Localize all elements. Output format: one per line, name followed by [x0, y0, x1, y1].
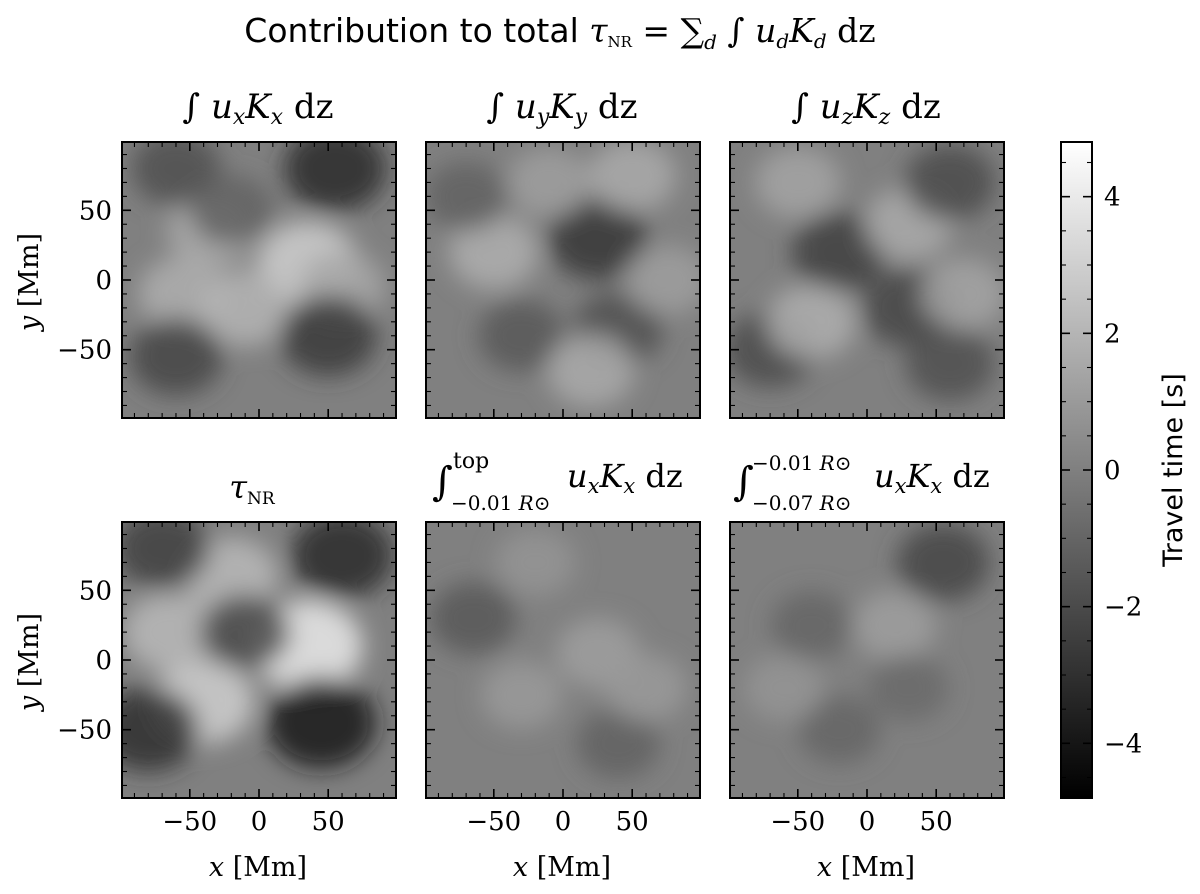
svg-text:uxKx dz: uxKx dz	[567, 457, 683, 498]
ylabel-top: y [Mm]	[14, 233, 45, 332]
heatmap-feature-6	[546, 334, 635, 408]
ticks	[122, 522, 396, 798]
heatmap-feature-8	[129, 317, 223, 396]
x-tick-label: −50	[770, 807, 825, 837]
colorbar-tick-label: −4	[1104, 729, 1142, 759]
heatmap-feature-6	[744, 654, 824, 722]
panel-title-2: ∫ uyKy dz	[486, 87, 637, 130]
svg-text:x [Mm]: x [Mm]	[209, 852, 307, 883]
heatmap-feature-1	[896, 523, 990, 602]
heatmap-feature-4	[199, 269, 291, 346]
y-tick-label: 0	[95, 646, 112, 676]
xlabel-3: x [Mm]	[817, 852, 915, 883]
panel-title-5: ∫ top −0.01 R⊙ uxKx dz	[432, 449, 683, 515]
svg-text:−0.01 R⊙: −0.01 R⊙	[451, 491, 550, 515]
x-tick-label: 50	[920, 807, 953, 837]
panel-1: −50 0 50	[57, 141, 397, 419]
heatmap-feature-6	[283, 142, 387, 212]
svg-text:x [Mm]: x [Mm]	[513, 852, 611, 883]
heatmap-feature-10	[189, 175, 274, 246]
svg-text:∫: ∫	[733, 459, 754, 505]
panel-4: −50 0 50 −50 0 50	[57, 521, 397, 837]
heatmap-feature-5	[767, 284, 857, 360]
heatmap-feature-9	[266, 676, 377, 769]
heatmap-feature-8	[625, 245, 700, 315]
heatmap-feature-9	[279, 295, 377, 377]
svg-text:∫: ∫	[432, 459, 453, 505]
heatmap-feature-5	[605, 653, 687, 722]
heatmap-feature-7	[755, 146, 841, 219]
heatmap-feature-8	[122, 687, 199, 772]
heatmap-feature-9	[507, 147, 591, 218]
heatmap-feature-8	[904, 144, 996, 221]
x-tick-label: 50	[312, 807, 345, 837]
heatmap-feature-4	[122, 593, 216, 671]
colorbar-label: Travel time [s]	[1158, 373, 1189, 568]
y-tick-label: −50	[57, 336, 112, 366]
svg-text:−0.01 R⊙: −0.01 R⊙	[752, 451, 851, 475]
panel-3	[729, 141, 1005, 419]
heatmap-feature-3	[905, 326, 995, 401]
heatmap-feature-3	[770, 591, 853, 660]
panel-2	[425, 141, 701, 419]
svg-text:top: top	[453, 449, 489, 474]
heatmap-feature-6	[290, 522, 394, 599]
heatmap-feature-2	[852, 590, 937, 660]
panel-5: −50 0 50	[425, 521, 701, 837]
y-tick-label: 0	[95, 266, 112, 296]
panel-6: −50 0 50	[729, 521, 1005, 837]
heatmap-feature-1	[791, 212, 887, 292]
ticks	[730, 142, 1004, 418]
panel-title-4: τNR	[229, 468, 276, 509]
y-tick-label: −50	[57, 716, 112, 746]
x-tick-label: 0	[555, 807, 572, 837]
xlabel-1: x [Mm]	[209, 852, 307, 883]
heatmap-feature-1	[429, 582, 517, 655]
colorbar: 4 2 0 −2 −4 Travel time [s]	[1060, 141, 1189, 799]
svg-text:y [Mm]: y [Mm]	[14, 613, 45, 712]
heatmap-feature-7	[426, 161, 508, 232]
panel-title-6: ∫ −0.01 R⊙ −0.07 R⊙ uxKx dz	[733, 451, 990, 515]
heatmap-feature-6	[495, 529, 576, 596]
heatmap-feature-5	[199, 594, 291, 671]
svg-text:uxKx dz: uxKx dz	[874, 457, 990, 498]
heatmap-feature-5	[868, 654, 949, 722]
heatmap-feature-5	[588, 142, 676, 212]
heatmap-feature-7	[122, 522, 210, 589]
panel-title-3: ∫ uzKz dz	[791, 87, 941, 130]
svg-text:y [Mm]: y [Mm]	[14, 233, 45, 332]
panel-title-1: ∫ uxKx dz	[182, 87, 333, 130]
heatmap-feature-9	[921, 258, 1004, 330]
ticks	[730, 522, 1004, 798]
heatmap-feature-2	[478, 299, 565, 372]
ticks	[426, 522, 700, 798]
svg-text:−0.07 R⊙: −0.07 R⊙	[752, 491, 851, 515]
x-tick-label: −50	[466, 807, 521, 837]
ylabel-bottom: y [Mm]	[14, 613, 45, 712]
colorbar-tick-label: 0	[1104, 456, 1121, 486]
x-tick-label: 0	[251, 807, 268, 837]
colorbar-tick-label: −2	[1104, 593, 1142, 623]
heatmap-feature-4	[480, 660, 563, 729]
colorbar-tick-label: 4	[1104, 183, 1121, 213]
svg-text:x [Mm]: x [Mm]	[817, 852, 915, 883]
y-tick-label: 50	[79, 196, 112, 226]
heatmap-feature-4	[798, 695, 881, 764]
figure-title: Contribution to total τNR = ∑d ∫ udKd dz	[244, 11, 875, 54]
y-tick-label: 50	[79, 576, 112, 606]
ticks	[122, 142, 396, 418]
xlabel-2: x [Mm]	[513, 852, 611, 883]
x-tick-label: −50	[162, 807, 217, 837]
ticks	[426, 142, 700, 418]
heatmap-feature-2	[576, 708, 661, 779]
x-tick-label: 0	[859, 807, 876, 837]
colorbar-tick-label: 2	[1104, 319, 1121, 349]
x-tick-label: 50	[616, 807, 649, 837]
heatmap-feature-4	[449, 214, 539, 290]
heatmap-feature-1	[548, 196, 648, 280]
